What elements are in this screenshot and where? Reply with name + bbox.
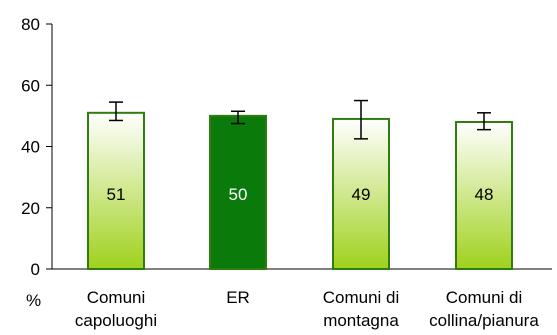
data-label: 48 — [475, 185, 494, 204]
x-category-label: capoluoghi — [75, 311, 157, 330]
data-label: 51 — [107, 185, 126, 204]
y-tick-label: 40 — [21, 138, 40, 157]
data-label: 50 — [229, 185, 248, 204]
y-tick-label: 80 — [21, 15, 40, 34]
x-category-label: collina/pianura — [429, 311, 539, 330]
x-category-label: Comuni di — [446, 288, 523, 307]
x-category-label: ER — [226, 288, 250, 307]
x-category-label: Comuni — [87, 288, 146, 307]
x-category-label: montagna — [323, 311, 399, 330]
x-category-label: Comuni di — [323, 288, 400, 307]
y-tick-label: 20 — [21, 199, 40, 218]
y-unit-label: % — [26, 291, 41, 310]
y-tick-label: 0 — [31, 260, 40, 279]
data-label: 49 — [352, 185, 371, 204]
bars — [88, 101, 512, 269]
y-tick-label: 60 — [21, 76, 40, 95]
